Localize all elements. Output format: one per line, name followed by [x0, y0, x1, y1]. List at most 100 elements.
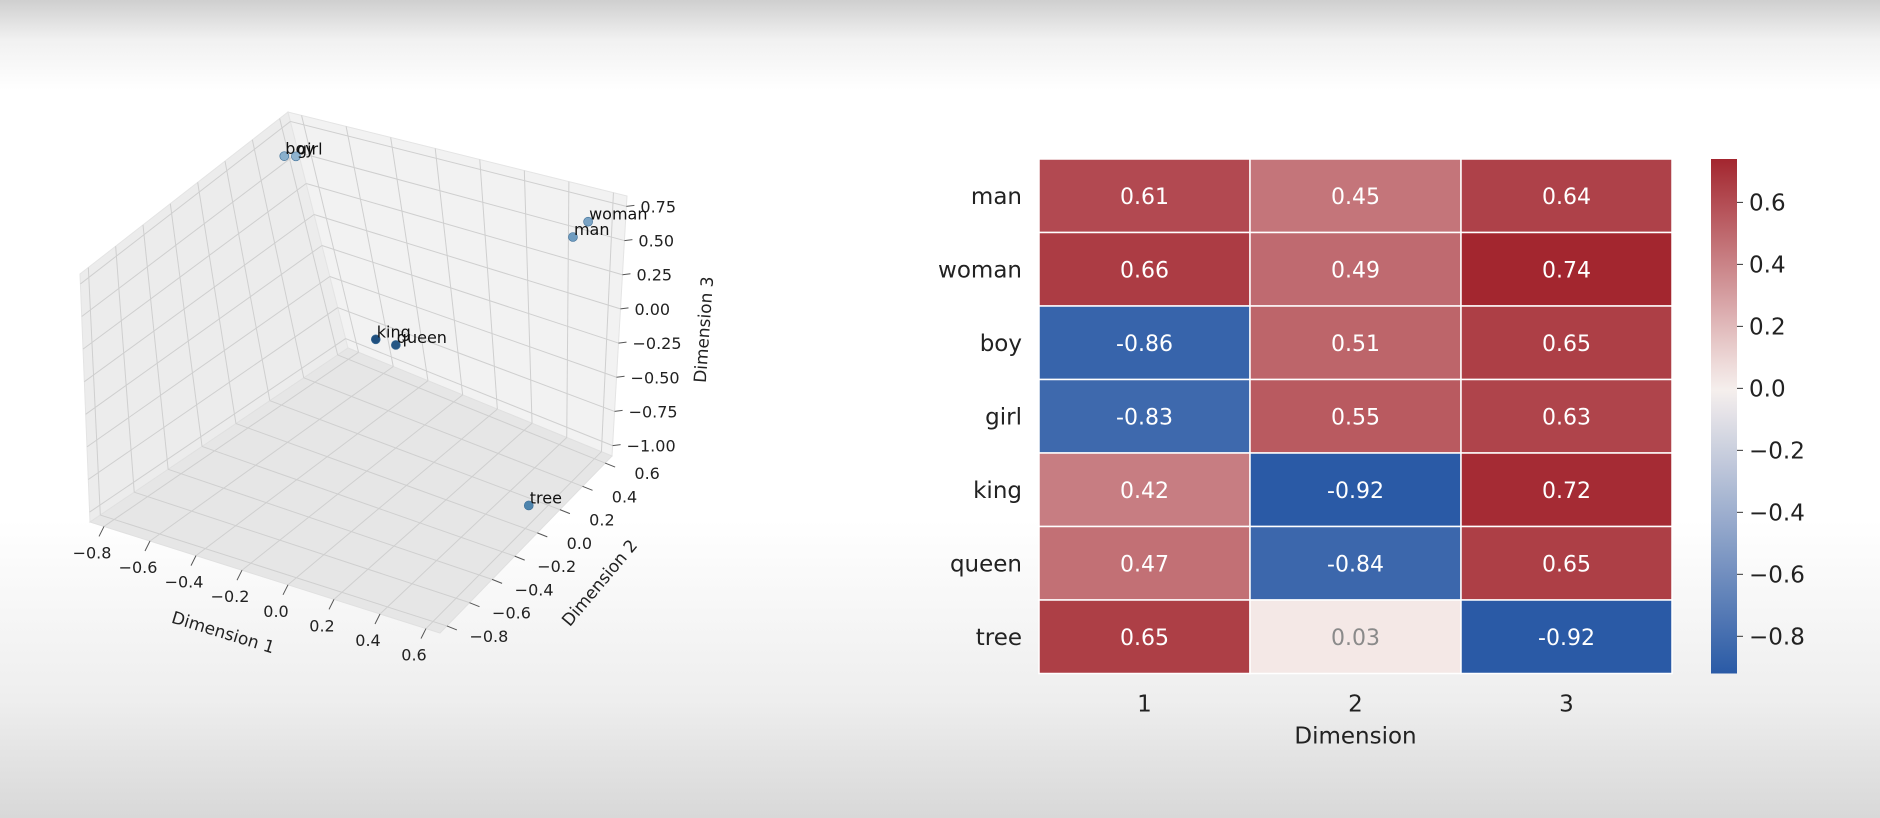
x-tick-mark — [144, 540, 151, 552]
heatmap-cell — [1460, 231, 1673, 307]
grid-line — [600, 192, 614, 452]
row-label-boy: boy — [980, 331, 1022, 357]
y-tick-label: 0.0 — [567, 534, 592, 553]
heatmap-cell — [1038, 452, 1251, 528]
cell-value: 0.42 — [1120, 479, 1169, 504]
grid-line — [269, 400, 561, 511]
x-tick-label: −0.4 — [165, 573, 204, 592]
grid-line — [337, 354, 606, 464]
scatter-point-man — [568, 232, 578, 242]
grid-line — [425, 451, 602, 629]
heatmap-colorbar: 0.6 0.4 0.2 0.0 −0.2 −0.4 −0.6 −0.8 — [1711, 159, 1805, 674]
row-label-king: king — [973, 478, 1022, 504]
column-label-1: 1 — [1137, 692, 1152, 718]
x-tick-mark — [374, 613, 381, 625]
column-label-2: 2 — [1348, 692, 1363, 718]
grid-line — [86, 276, 331, 448]
cell-value: 0.65 — [1542, 332, 1591, 357]
grid-line — [87, 267, 101, 516]
cell-value: 0.47 — [1120, 552, 1169, 577]
z-tick-mark — [624, 239, 633, 242]
x-tick-label: −0.2 — [211, 587, 250, 606]
grid-line — [333, 422, 533, 600]
scatter-point-woman — [583, 216, 593, 227]
cell-value: -0.83 — [1116, 405, 1173, 430]
heatmap-cell — [1460, 525, 1673, 601]
point-label-queen: queen — [397, 328, 447, 347]
z-tick-mark — [620, 307, 629, 310]
grid-line — [390, 137, 429, 381]
y-tick-label: −0.8 — [469, 627, 508, 646]
x-tick-mark — [98, 526, 105, 537]
z-tick-label: 0.50 — [638, 232, 674, 251]
grid-line — [523, 170, 533, 424]
grid-line — [201, 445, 515, 557]
grid-line — [197, 182, 237, 424]
grid-line — [115, 246, 135, 493]
cell-value: 0.66 — [1120, 258, 1169, 283]
x-tick-mark — [282, 584, 289, 596]
grid-line — [287, 408, 498, 586]
grid-line — [82, 183, 307, 350]
heatmap-cell — [1460, 452, 1673, 528]
heatmap-x-axis-label: Dimension — [1294, 724, 1416, 750]
y-tick-mark — [446, 625, 458, 631]
cell-value: 0.45 — [1331, 185, 1380, 210]
row-label-girl: girl — [985, 404, 1022, 430]
grid-line — [195, 380, 429, 557]
heatmap-cell — [1249, 599, 1462, 675]
grid-line — [434, 148, 464, 395]
grid-line — [313, 214, 621, 310]
heatmap-cell — [1038, 305, 1251, 381]
y-tick-mark — [537, 532, 548, 538]
point-label-king: king — [377, 322, 411, 341]
scatter-point-queen — [391, 340, 401, 350]
floor-pane — [88, 347, 613, 634]
y-tick-label: 0.6 — [634, 464, 659, 483]
heatmap-cell — [1249, 305, 1462, 381]
y-tick-mark — [582, 485, 593, 491]
y-tick-mark — [514, 555, 525, 561]
x-tick-label: 0.4 — [355, 631, 380, 650]
cell-value: 0.72 — [1542, 479, 1591, 504]
row-label-tree: tree — [976, 625, 1022, 651]
grid-line — [84, 214, 315, 383]
cell-value: 0.63 — [1542, 405, 1591, 430]
grid-line — [89, 338, 346, 513]
y-tick-mark — [559, 509, 571, 515]
cell-value: -0.92 — [1327, 479, 1384, 504]
colorbar-tick-label: 0.4 — [1749, 252, 1786, 278]
scatter-point-girl — [291, 151, 301, 162]
cell-value: 0.49 — [1331, 258, 1380, 283]
x-tick-label: 0.6 — [401, 646, 426, 665]
row-label-queen: queen — [950, 551, 1022, 577]
column-label-3: 3 — [1559, 692, 1574, 718]
z-axis-label: Dimension 3 — [691, 276, 718, 384]
cell-value: 0.61 — [1120, 185, 1169, 210]
cell-value: 0.51 — [1331, 332, 1380, 357]
x-tick-label: 0.2 — [309, 616, 334, 635]
grid-line — [379, 437, 568, 615]
scatter-point-boy — [279, 151, 290, 161]
colorbar-gradient — [1711, 159, 1737, 674]
colorbar-tick-label: −0.4 — [1749, 500, 1805, 526]
grid-line — [337, 307, 615, 412]
grid-line — [566, 181, 570, 438]
grid-line — [103, 351, 359, 527]
grid-line — [251, 139, 305, 378]
cell-value: 0.65 — [1542, 552, 1591, 577]
cell-value: -0.86 — [1116, 332, 1173, 357]
x-tick-mark — [236, 569, 243, 581]
y-tick-label: −0.4 — [515, 580, 554, 599]
y-tick-label: 0.2 — [589, 511, 614, 530]
heatmap-cell — [1460, 158, 1673, 234]
cell-value: 0.03 — [1331, 626, 1380, 651]
z-tick-label: −0.75 — [629, 402, 678, 421]
grid-line — [169, 203, 203, 447]
x-tick-mark — [190, 555, 197, 566]
point-label-tree: tree — [530, 488, 562, 507]
z-tick-label: 0.00 — [634, 300, 670, 319]
y-tick-label: −0.6 — [492, 604, 531, 623]
row-label-man: man — [971, 184, 1022, 210]
z-tick-label: 0.25 — [636, 266, 672, 285]
